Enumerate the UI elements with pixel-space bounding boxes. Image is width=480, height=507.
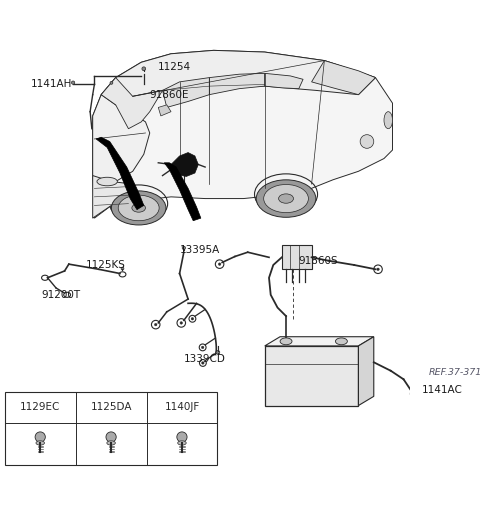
Polygon shape (101, 50, 375, 105)
Circle shape (177, 432, 187, 442)
Text: 91860S: 91860S (299, 256, 338, 266)
Bar (5, 392, 217, 465)
Polygon shape (209, 74, 265, 95)
Polygon shape (101, 78, 163, 129)
Polygon shape (93, 175, 132, 218)
Polygon shape (359, 337, 374, 406)
Polygon shape (265, 337, 374, 346)
Ellipse shape (118, 195, 159, 221)
Ellipse shape (336, 338, 348, 345)
Text: 11254: 11254 (158, 61, 192, 71)
Polygon shape (171, 153, 198, 176)
Circle shape (182, 246, 185, 249)
Circle shape (202, 346, 204, 349)
Circle shape (377, 268, 379, 271)
Circle shape (218, 263, 221, 266)
Ellipse shape (256, 180, 316, 218)
Ellipse shape (280, 338, 292, 345)
Polygon shape (93, 95, 150, 188)
Ellipse shape (97, 177, 118, 186)
Polygon shape (312, 60, 375, 95)
Bar (282, 245, 312, 269)
Circle shape (191, 317, 194, 320)
Circle shape (142, 67, 145, 70)
Polygon shape (163, 78, 209, 107)
Ellipse shape (264, 185, 308, 212)
Circle shape (155, 323, 157, 326)
Polygon shape (265, 74, 303, 89)
Circle shape (121, 267, 124, 270)
Ellipse shape (178, 441, 186, 445)
Bar (265, 346, 359, 406)
Circle shape (180, 321, 182, 324)
Ellipse shape (278, 194, 293, 203)
Text: 1129EC: 1129EC (20, 402, 60, 412)
Circle shape (35, 432, 45, 442)
Text: REF.37-371: REF.37-371 (429, 368, 480, 377)
Circle shape (413, 397, 416, 401)
Polygon shape (158, 105, 171, 116)
Ellipse shape (111, 191, 166, 225)
Circle shape (72, 81, 75, 84)
Circle shape (110, 82, 113, 84)
Text: 1141AH: 1141AH (31, 79, 72, 89)
Text: 1141AC: 1141AC (421, 384, 462, 394)
Polygon shape (93, 50, 393, 218)
Text: 13395A: 13395A (180, 245, 220, 255)
Ellipse shape (384, 112, 393, 129)
Text: 1125DA: 1125DA (90, 402, 132, 412)
Circle shape (106, 432, 116, 442)
Text: 1339CD: 1339CD (184, 354, 226, 364)
Ellipse shape (36, 441, 45, 445)
Text: 91200T: 91200T (42, 290, 81, 300)
Circle shape (413, 392, 416, 395)
Ellipse shape (132, 204, 145, 212)
Circle shape (216, 350, 220, 354)
Text: 1125KS: 1125KS (86, 260, 126, 270)
Text: 1140JF: 1140JF (164, 402, 200, 412)
Polygon shape (164, 163, 201, 221)
Circle shape (360, 135, 374, 149)
Polygon shape (96, 137, 144, 209)
Circle shape (202, 361, 204, 364)
Ellipse shape (107, 441, 115, 445)
Text: 91860E: 91860E (150, 90, 189, 100)
